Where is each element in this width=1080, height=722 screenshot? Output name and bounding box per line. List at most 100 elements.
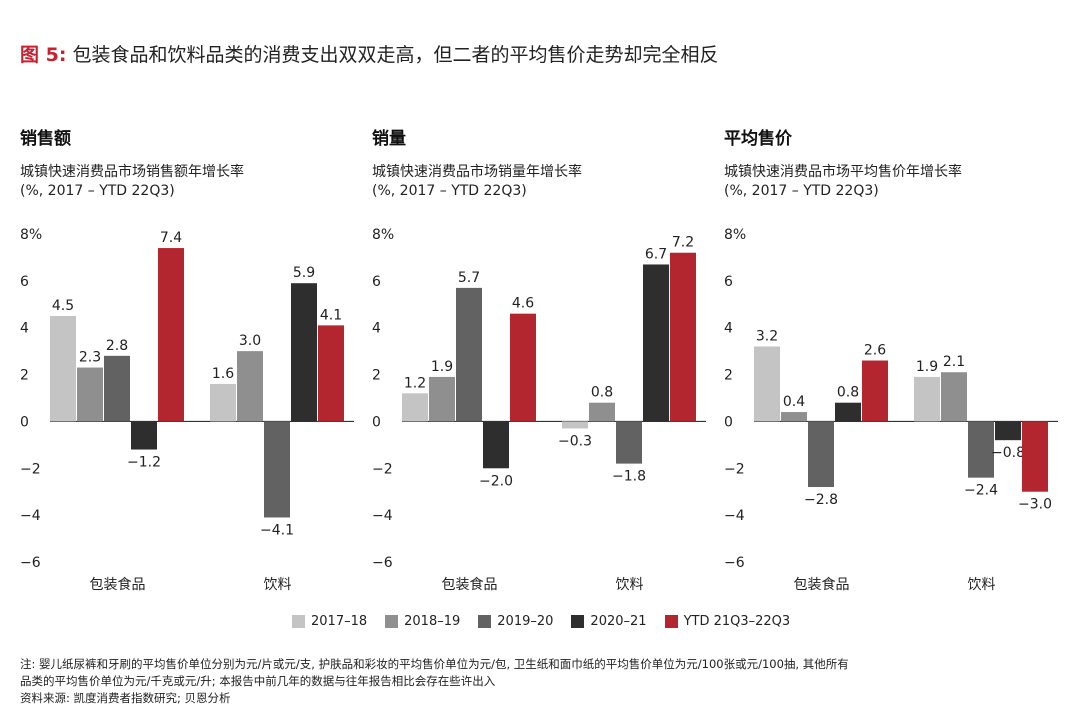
bar-value-label: 4.5 bbox=[52, 298, 74, 314]
bar-value-label: 7.4 bbox=[160, 230, 182, 246]
bar bbox=[914, 376, 940, 422]
panel-subtitle-line2: (%, 2017 – YTD 22Q3) bbox=[20, 183, 175, 199]
bar-value-label: −4.1 bbox=[260, 522, 294, 538]
legend-label: 2020–21 bbox=[590, 614, 647, 629]
bar bbox=[754, 346, 780, 422]
bar bbox=[158, 248, 184, 422]
figure-title-text: 包装食品和饮料品类的消费支出双双走高，但二者的平均售价走势却完全相反 bbox=[72, 44, 719, 66]
legend-item: 2017–18 bbox=[292, 614, 367, 629]
y-tick-label: 8% bbox=[20, 227, 42, 243]
y-tick-label: −4 bbox=[20, 508, 41, 524]
y-tick-label: 4 bbox=[724, 321, 733, 337]
figure-title: 图 5: 包装食品和饮料品类的消费支出双双走高，但二者的平均售价走势却完全相反 bbox=[20, 40, 718, 67]
panel-header-volume: 销量 城镇快速消费品市场销量年增长率 (%, 2017 – YTD 22Q3) bbox=[372, 124, 712, 201]
y-tick-label: 0 bbox=[724, 414, 733, 430]
note-line: 注: 婴儿纸尿裤和牙刷的平均售价单位分别为元/片或元/支, 护肤品和彩妆的平均售… bbox=[20, 657, 849, 671]
y-tick-label: −6 bbox=[372, 555, 393, 571]
bar-value-label: 3.2 bbox=[756, 328, 778, 344]
note-line: 品类的平均售价单位为元/千克或元/升; 本报告中前几年的数据与往年报告相比会存在… bbox=[20, 674, 496, 688]
bar bbox=[1022, 421, 1048, 492]
panel-subtitle: 城镇快速消费品市场销量年增长率 (%, 2017 – YTD 22Q3) bbox=[372, 163, 712, 201]
panel-subtitle-line1: 城镇快速消费品市场销量年增长率 bbox=[372, 164, 582, 180]
bar-value-label: −2.0 bbox=[479, 473, 513, 489]
panel-header-sales: 销售额 城镇快速消费品市场销售额年增长率 (%, 2017 – YTD 22Q3… bbox=[20, 124, 360, 201]
y-tick-label: 0 bbox=[372, 414, 381, 430]
bar bbox=[781, 412, 807, 422]
y-tick-label: 8% bbox=[372, 227, 394, 243]
bar-value-label: 3.0 bbox=[239, 333, 261, 349]
bar-value-label: 7.2 bbox=[672, 235, 694, 251]
bar-value-label: 5.7 bbox=[458, 270, 480, 286]
x-category-label: 饮料 bbox=[616, 577, 644, 593]
y-tick-label: 6 bbox=[724, 274, 733, 290]
panel-title: 销售额 bbox=[20, 129, 71, 149]
bar-value-label: 0.4 bbox=[783, 394, 805, 410]
panel-subtitle: 城镇快速消费品市场销售额年增长率 (%, 2017 – YTD 22Q3) bbox=[20, 163, 360, 201]
bar bbox=[264, 421, 290, 518]
legend-label: 2019–20 bbox=[497, 614, 554, 629]
y-tick-label: 6 bbox=[372, 274, 381, 290]
y-tick-label: −2 bbox=[724, 461, 745, 477]
panel-subtitle-line1: 城镇快速消费品市场销售额年增长率 bbox=[20, 164, 244, 180]
bar bbox=[808, 421, 834, 488]
y-tick-label: −6 bbox=[20, 555, 41, 571]
y-tick-label: −4 bbox=[372, 508, 393, 524]
bar bbox=[562, 421, 588, 429]
y-tick-label: 6 bbox=[20, 274, 29, 290]
panel-subtitle: 城镇快速消费品市场平均售价年增长率 (%, 2017 – YTD 22Q3) bbox=[724, 163, 1064, 201]
legend-label: YTD 21Q3–22Q3 bbox=[683, 614, 791, 629]
bar bbox=[318, 325, 344, 422]
y-tick-label: 8% bbox=[724, 227, 746, 243]
bar-value-label: 0.8 bbox=[591, 385, 613, 401]
chart-sales: 8% 6 4 2 0 −2 −4 −6 4.5 2.3 2.8 −1.2 7.4 包装食品 1.6 3.0 −4… bbox=[20, 227, 354, 593]
bar-value-label: −1.8 bbox=[612, 469, 646, 485]
bar bbox=[941, 372, 967, 422]
bar bbox=[670, 252, 696, 422]
bar-value-label: 5.9 bbox=[293, 265, 315, 281]
bar-value-label: 1.9 bbox=[431, 359, 453, 375]
panel-subtitle-line2: (%, 2017 – YTD 22Q3) bbox=[724, 183, 879, 199]
bar-value-label: −0.8 bbox=[991, 445, 1025, 461]
legend-item: 2018–19 bbox=[385, 614, 460, 629]
bar-value-label: 2.8 bbox=[106, 338, 128, 354]
chart-volume: 8% 6 4 2 0 −2 −4 −6 1.2 1.9 5.7 −2.0 4.6 包装食品 −0.3 0.8 −… bbox=[372, 227, 706, 593]
bar-value-label: 2.3 bbox=[79, 350, 101, 366]
bar bbox=[643, 264, 669, 422]
bar-value-label: 4.6 bbox=[512, 296, 534, 312]
source-line: 资料来源: 凯度消费者指数研究; 贝恩分析 bbox=[20, 691, 231, 705]
x-category-label: 包装食品 bbox=[442, 576, 498, 593]
y-tick-label: −6 bbox=[724, 555, 745, 571]
bar-value-label: −1.2 bbox=[127, 455, 161, 471]
bar bbox=[104, 355, 130, 422]
legend-swatch bbox=[478, 615, 492, 628]
y-tick-label: 0 bbox=[20, 414, 29, 430]
y-tick-label: −2 bbox=[20, 461, 41, 477]
legend-swatch bbox=[292, 615, 305, 628]
y-tick-label: 4 bbox=[372, 321, 381, 337]
bar bbox=[616, 421, 642, 464]
y-tick-label: 2 bbox=[724, 368, 733, 384]
y-tick-label: 2 bbox=[372, 368, 381, 384]
legend-swatch bbox=[385, 615, 399, 628]
x-category-label: 包装食品 bbox=[794, 576, 850, 593]
bar bbox=[429, 376, 455, 422]
bar-value-label: 2.6 bbox=[864, 343, 886, 359]
bar-value-label: −2.4 bbox=[964, 483, 998, 499]
bar-value-label: −3.0 bbox=[1018, 497, 1052, 513]
x-category-label: 饮料 bbox=[968, 577, 996, 593]
figure-tag: 图 5: bbox=[20, 44, 67, 66]
bar-value-label: 4.1 bbox=[320, 307, 342, 323]
bar-value-label: 0.8 bbox=[837, 385, 859, 401]
bar bbox=[402, 393, 428, 422]
legend-item: 2020–21 bbox=[571, 614, 647, 629]
chart-price: 8% 6 4 2 0 −2 −4 −6 3.2 0.4 −2.8 0.8 2.6 包装食品 1.9 2.1 −2… bbox=[724, 227, 1058, 593]
bar bbox=[483, 421, 509, 469]
bar bbox=[968, 421, 994, 478]
bar bbox=[131, 421, 157, 450]
bar-value-label: 1.9 bbox=[916, 359, 938, 375]
footnotes: 注: 婴儿纸尿裤和牙刷的平均售价单位分别为元/片或元/支, 护肤品和彩妆的平均售… bbox=[20, 656, 1065, 707]
panel-title: 销量 bbox=[372, 129, 406, 149]
bar bbox=[237, 351, 263, 422]
panel-subtitle-line2: (%, 2017 – YTD 22Q3) bbox=[372, 183, 527, 199]
bar bbox=[862, 360, 888, 422]
